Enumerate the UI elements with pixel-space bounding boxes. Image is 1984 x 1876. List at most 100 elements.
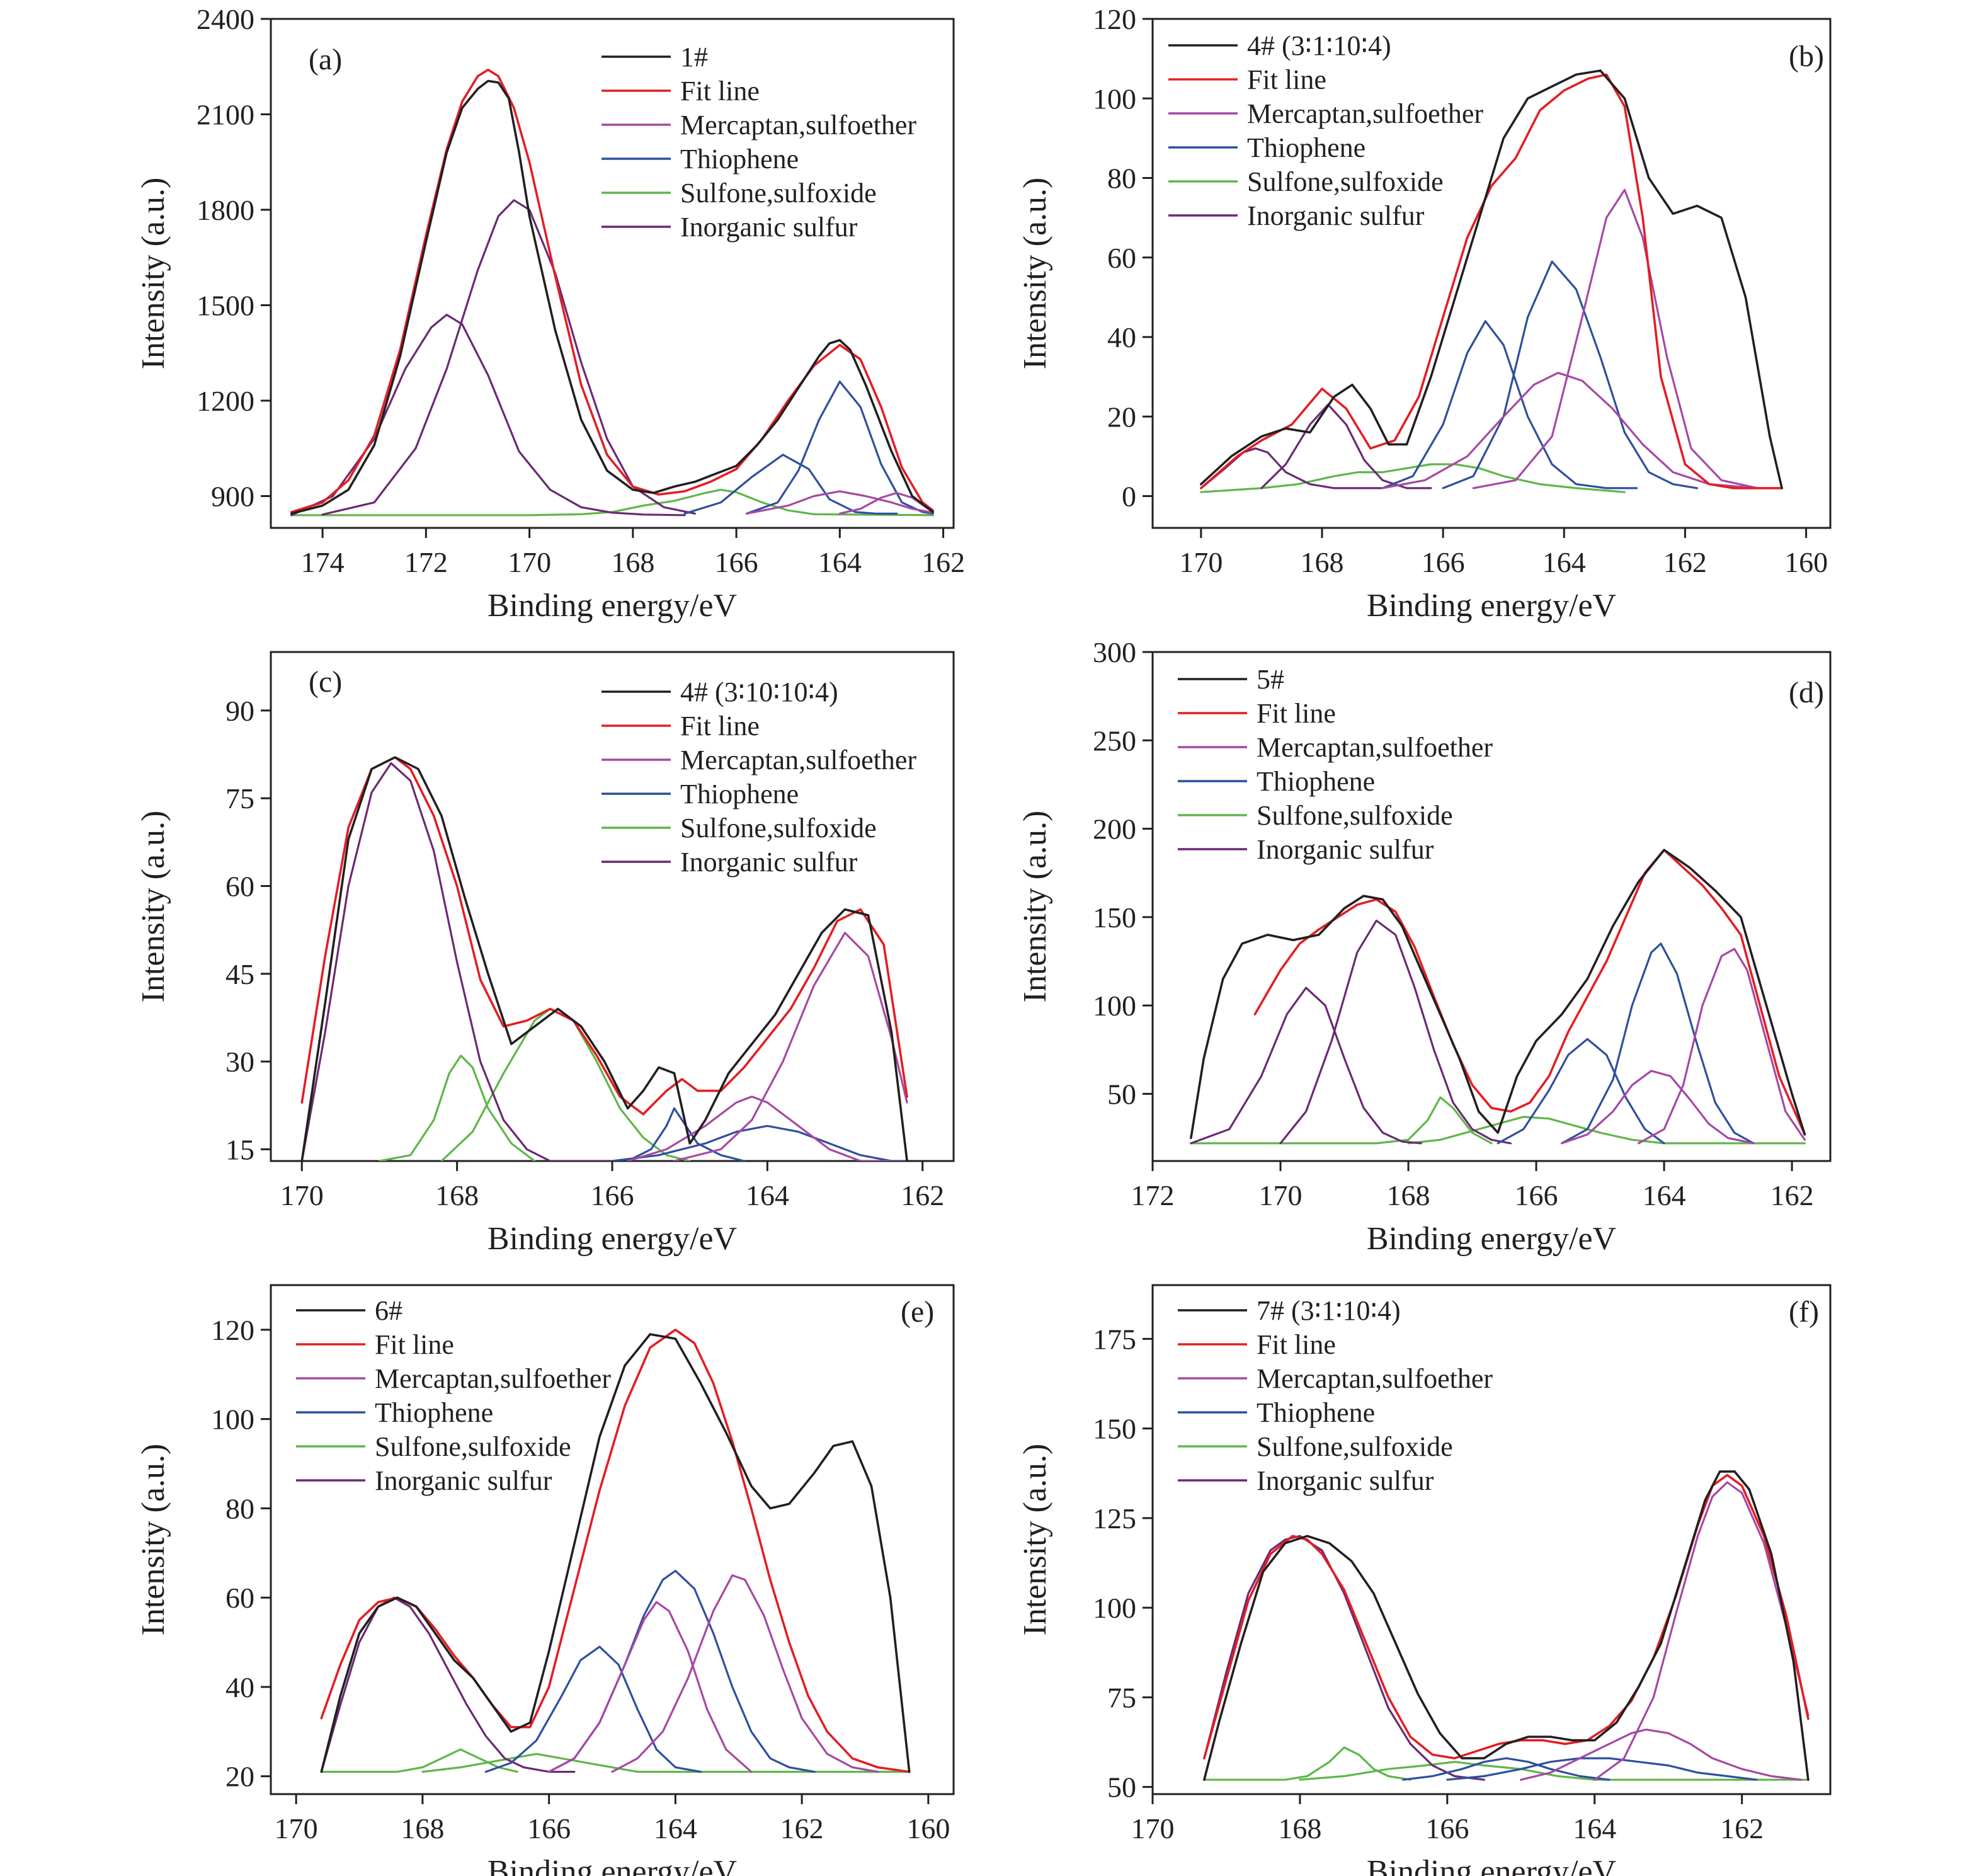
y-tick-label: 125 xyxy=(1093,1502,1136,1535)
legend-entry: Sulfone,sulfoxide xyxy=(375,1431,571,1462)
x-tick-label: 164 xyxy=(1573,1812,1616,1845)
series-line-thiophene xyxy=(1402,1757,1611,1781)
y-tick-label: 150 xyxy=(1093,1413,1136,1445)
x-tick-label: 164 xyxy=(1643,1179,1686,1211)
series-line-thiophene xyxy=(1497,1038,1665,1145)
panel-a: 174 172 170 168 166 164 162 900 1200 1500 1800 2100… xyxy=(135,3,965,624)
series-line-mercaptan xyxy=(1637,947,1806,1145)
x-tick-label: 164 xyxy=(654,1812,697,1845)
plot-frame xyxy=(1151,18,1832,529)
y-tick-label: 100 xyxy=(1093,1592,1136,1624)
legend-entry: Mercaptan,sulfoether xyxy=(1257,1363,1493,1394)
series-line-thiophene xyxy=(1446,1757,1758,1781)
x-axis-label: Binding energy/eV xyxy=(1367,1854,1616,1876)
y-axis-label: Intensity (a.u.) xyxy=(1017,178,1053,370)
series-line-measured xyxy=(1190,849,1806,1140)
y-tick-label: 1200 xyxy=(197,385,254,417)
legend-entry: Thiophene xyxy=(680,144,799,174)
y-tick-label: 90 xyxy=(225,695,254,727)
series-line-measured xyxy=(290,79,934,515)
series-line-sulfone xyxy=(1203,1746,1411,1781)
x-tick-label: 172 xyxy=(404,546,448,578)
series-line-mercaptan xyxy=(1472,188,1759,489)
series-line-inorganic xyxy=(1260,403,1432,489)
y-axis-label: Intensity (a.u.) xyxy=(135,178,171,370)
panel-label: (b) xyxy=(1789,40,1824,73)
y-tick-label: 120 xyxy=(1093,3,1136,35)
y-tick-label: 0 xyxy=(1122,481,1136,513)
y-tick-label: 75 xyxy=(225,782,254,815)
x-tick-label: 166 xyxy=(1422,546,1465,578)
y-tick-label: 75 xyxy=(1107,1681,1136,1713)
x-axis-label: Binding energy/eV xyxy=(1367,1221,1616,1257)
panel-d: 172 170 168 166 164 162 50 100 150 200 250 300 Bindi… xyxy=(1017,636,1832,1257)
x-tick-label: 174 xyxy=(301,546,345,578)
legend-entry: 5# xyxy=(1257,664,1284,695)
legend: 1# Fit line Mercaptan,sulfoether Thiophene S… xyxy=(601,42,916,243)
series-line-mercaptan xyxy=(547,1601,753,1773)
legend-entry: Mercaptan,sulfoether xyxy=(680,110,916,140)
y-tick-label: 1800 xyxy=(197,194,254,226)
x-tick-label: 168 xyxy=(435,1179,479,1211)
legend-entry: Fit line xyxy=(1247,64,1326,95)
series-line-measured xyxy=(300,756,908,1161)
panel-c: 170 168 166 164 162 15 30 45 60 75 90 Binding energ… xyxy=(135,651,955,1257)
series-line-thiophene xyxy=(1442,260,1699,489)
series-line-thiophene xyxy=(683,454,898,515)
legend-entry: Sulfone,sulfoxide xyxy=(1247,166,1444,197)
series-line-thiophene xyxy=(745,380,934,515)
legend-entry: Thiophene xyxy=(680,779,799,809)
y-axis-label: Intensity (a.u.) xyxy=(135,811,171,1003)
panel-label: (c) xyxy=(309,665,342,699)
y-tick-label: 80 xyxy=(225,1492,254,1524)
series-line-sulfone xyxy=(1299,1761,1810,1781)
y-tick-label: 300 xyxy=(1093,636,1136,668)
series-line-mercaptan xyxy=(1561,1070,1755,1145)
legend-entry: 7# (3∶1∶10∶4) xyxy=(1257,1295,1401,1326)
y-tick-label: 60 xyxy=(225,870,254,902)
legend-entry: 4# (3∶1∶10∶4) xyxy=(1247,30,1391,61)
y-tick-label: 45 xyxy=(225,958,254,990)
series-line-sulfone xyxy=(290,488,934,517)
legend-entry: Thiophene xyxy=(1247,132,1365,163)
legend-entry: Inorganic sulfur xyxy=(680,847,858,878)
series-line-mercaptan xyxy=(626,1095,893,1161)
legend: 4# (3∶10∶10∶4) Fit line Mercaptan,sulfoeth… xyxy=(601,677,916,878)
legend-entry: Inorganic sulfur xyxy=(1257,1465,1434,1496)
x-axis-label: Binding energy/eV xyxy=(487,1221,737,1257)
y-axis-label: Intensity (a.u.) xyxy=(135,1444,171,1636)
x-tick-label: 162 xyxy=(1720,1812,1764,1845)
x-tick-label: 168 xyxy=(401,1812,444,1845)
x-tick-label: 166 xyxy=(1425,1812,1469,1845)
legend-entry: Thiophene xyxy=(375,1397,493,1428)
panel-label: (e) xyxy=(901,1295,934,1329)
x-tick-label: 164 xyxy=(1542,546,1586,578)
series-line-mercaptan xyxy=(673,932,908,1161)
legend-entry: Thiophene xyxy=(1257,1397,1375,1428)
x-tick-label: 164 xyxy=(818,546,862,578)
series-line-thiophene xyxy=(626,1107,746,1161)
series-line-thiophene xyxy=(547,1570,816,1773)
x-tick-label: 162 xyxy=(1663,546,1707,578)
y-tick-label: 20 xyxy=(225,1761,254,1793)
legend-entry: Mercaptan,sulfoether xyxy=(680,745,916,775)
series-line-mercaptan xyxy=(745,490,934,515)
legend-entry: Inorganic sulfur xyxy=(1247,200,1425,231)
series-line-fit xyxy=(290,69,934,513)
series-line-measured xyxy=(320,1333,911,1773)
legend-entry: Mercaptan,sulfoether xyxy=(1247,98,1483,129)
legend-entry: Fit line xyxy=(680,76,760,106)
x-tick-label: 162 xyxy=(901,1179,944,1211)
x-tick-label: 170 xyxy=(1259,1179,1303,1211)
y-tick-label: 250 xyxy=(1093,724,1136,757)
x-tick-label: 166 xyxy=(1515,1179,1558,1211)
series-line-inorganic xyxy=(1203,1535,1485,1781)
y-tick-label: 40 xyxy=(1107,321,1136,353)
legend-entry: 4# (3∶10∶10∶4) xyxy=(680,677,838,707)
x-tick-label: 160 xyxy=(1784,546,1828,578)
legend-entry: Sulfone,sulfoxide xyxy=(1257,800,1453,831)
y-tick-label: 40 xyxy=(225,1671,254,1703)
legend-entry: Sulfone,sulfoxide xyxy=(680,813,877,844)
x-tick-label: 172 xyxy=(1131,1179,1175,1211)
legend: 6#Fit lineMercaptan,sulfoetherThiopheneS… xyxy=(296,1295,611,1496)
